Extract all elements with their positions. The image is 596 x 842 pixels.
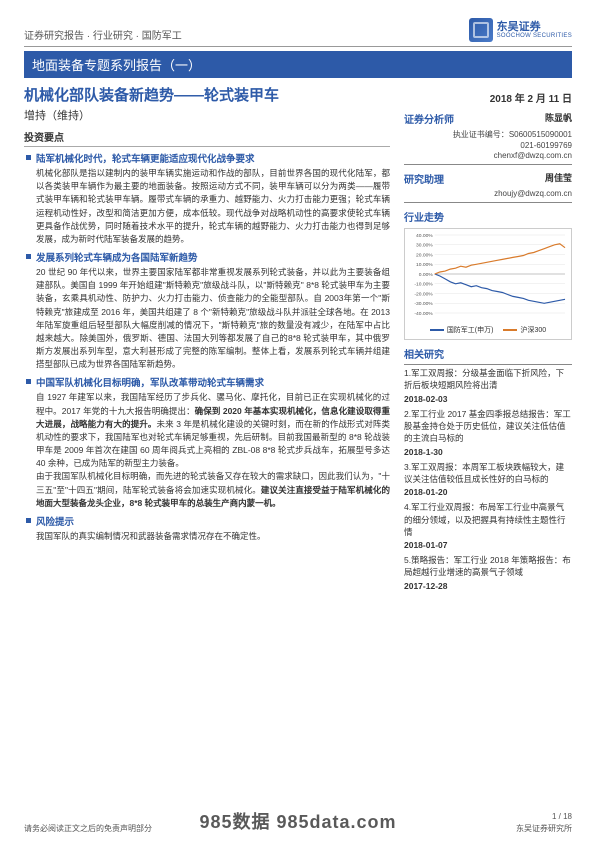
related-item: 5.策略报告：军工行业 2018 年策略报告：布局超越行业增速的高景气子领域 xyxy=(404,554,572,579)
bullet-item: 中国军队机械化目标明确，军队改革带动轮式车辆需求自 1927 年建军以来，我国陆… xyxy=(24,375,390,510)
cert-label: 执业证书编号： xyxy=(453,130,509,139)
bullet-item: 陆军机械化时代，轮式车辆更能适应现代化战争要求机械化部队是指以建制内的装甲车辆实… xyxy=(24,151,390,246)
svg-text:-30.00%: -30.00% xyxy=(414,301,433,307)
svg-text:10.00%: 10.00% xyxy=(416,262,433,268)
rating: 增持（维持） xyxy=(24,107,390,123)
bullet-item: 发展系列轮式车辆成为各国陆军新趋势 20 世纪 90 年代以来，世界主要国家陆军都… xyxy=(24,250,390,371)
related-date: 2018-1-30 xyxy=(404,447,572,457)
svg-text:20.00%: 20.00% xyxy=(416,252,433,258)
svg-text:-40.00%: -40.00% xyxy=(414,311,433,317)
trend-heading: 行业走势 xyxy=(404,209,572,224)
assistant-email: zhoujy@dwzq.com.cn xyxy=(404,189,572,198)
bullet-body: 20 世纪 90 年代以来，世界主要国家陆军都非常重视发展系列轮式装备，并以此为… xyxy=(36,266,390,371)
related-date: 2018-02-03 xyxy=(404,394,572,404)
analyst-phone: 021-60199769 xyxy=(404,141,572,150)
footer-source: 东吴证券研究所 xyxy=(516,823,572,834)
related-item: 3.军工双周报：本周军工板块跌幅较大，建议关注估值较低且成长性好的白马标的 xyxy=(404,461,572,486)
cert-no: S0600515090001 xyxy=(509,130,572,139)
trend-chart: 40.00% 30.00% 20.00% 10.00% 0.00% -10.00% -20.… xyxy=(404,228,572,340)
report-date: 2018 年 2 月 11 日 xyxy=(404,90,572,105)
analyst-email: chenxf@dwzq.com.cn xyxy=(404,151,572,160)
logo-cn: 东吴证券 xyxy=(497,21,572,33)
bullet-body: 自 1927 年建军以来，我国陆军经历了步兵化、骡马化、摩托化，目前已正在实现机… xyxy=(36,391,390,510)
legend-item: 国防军工(申万) xyxy=(430,325,494,335)
report-series-banner: 地面装备专题系列报告（一） xyxy=(24,51,572,78)
related-date: 2017-12-28 xyxy=(404,581,572,591)
assistant-name: 周佳莹 xyxy=(545,171,572,188)
related-date: 2018-01-07 xyxy=(404,540,572,550)
bullet-item: 风险提示我国军队的真实编制情况和武器装备需求情况存在不确定性。 xyxy=(24,514,390,543)
bullet-body: 机械化部队是指以建制内的装甲车辆实施运动和作战的部队，目前世界各国的现代化陆军，… xyxy=(36,167,390,246)
bullet-body: 我国军队的真实编制情况和武器装备需求情况存在不确定性。 xyxy=(36,530,390,543)
bullet-title: 中国军队机械化目标明确，军队改革带动轮式车辆需求 xyxy=(36,375,390,389)
legend-item: 沪深300 xyxy=(503,325,546,335)
disclaimer: 请务必阅读正文之后的免责声明部分 xyxy=(24,823,152,834)
svg-text:-10.00%: -10.00% xyxy=(414,282,433,288)
brand-logo: 东吴证券 SOOCHOW SECURITIES xyxy=(469,18,572,42)
logo-en: SOOCHOW SECURITIES xyxy=(497,33,572,40)
logo-icon xyxy=(469,18,493,42)
page-number: 1 / 18 xyxy=(552,812,572,821)
analyst-name: 陈显帆 xyxy=(545,111,572,128)
related-item: 4.军工行业双周报：布局军工行业中高景气的细分领域，以及把握具有持续性主题性行情 xyxy=(404,501,572,538)
analyst-heading: 证券分析师 xyxy=(404,111,454,126)
assistant-heading: 研究助理 xyxy=(404,171,444,186)
report-title: 机械化部队装备新趋势——轮式装甲车 xyxy=(24,84,390,105)
bullet-title: 发展系列轮式车辆成为各国陆军新趋势 xyxy=(36,250,390,264)
bullet-title: 陆军机械化时代，轮式车辆更能适应现代化战争要求 xyxy=(36,151,390,165)
svg-text:40.00%: 40.00% xyxy=(416,233,433,239)
svg-text:0.00%: 0.00% xyxy=(419,272,434,278)
breadcrumb: 证券研究报告 · 行业研究 · 国防军工 xyxy=(24,27,182,42)
svg-text:-20.00%: -20.00% xyxy=(414,291,433,297)
related-date: 2018-01-20 xyxy=(404,487,572,497)
svg-text:30.00%: 30.00% xyxy=(416,243,433,249)
section-label: 投资要点 xyxy=(24,129,390,147)
related-heading: 相关研究 xyxy=(404,346,572,365)
related-item: 1.军工双周报：分级基金面临下折风险，下折后板块短期风险将出清 xyxy=(404,367,572,392)
bullet-title: 风险提示 xyxy=(36,514,390,528)
related-item: 2.军工行业 2017 基金四季报总结报告：军工股基金持仓处于历史低位，建议关注… xyxy=(404,408,572,445)
